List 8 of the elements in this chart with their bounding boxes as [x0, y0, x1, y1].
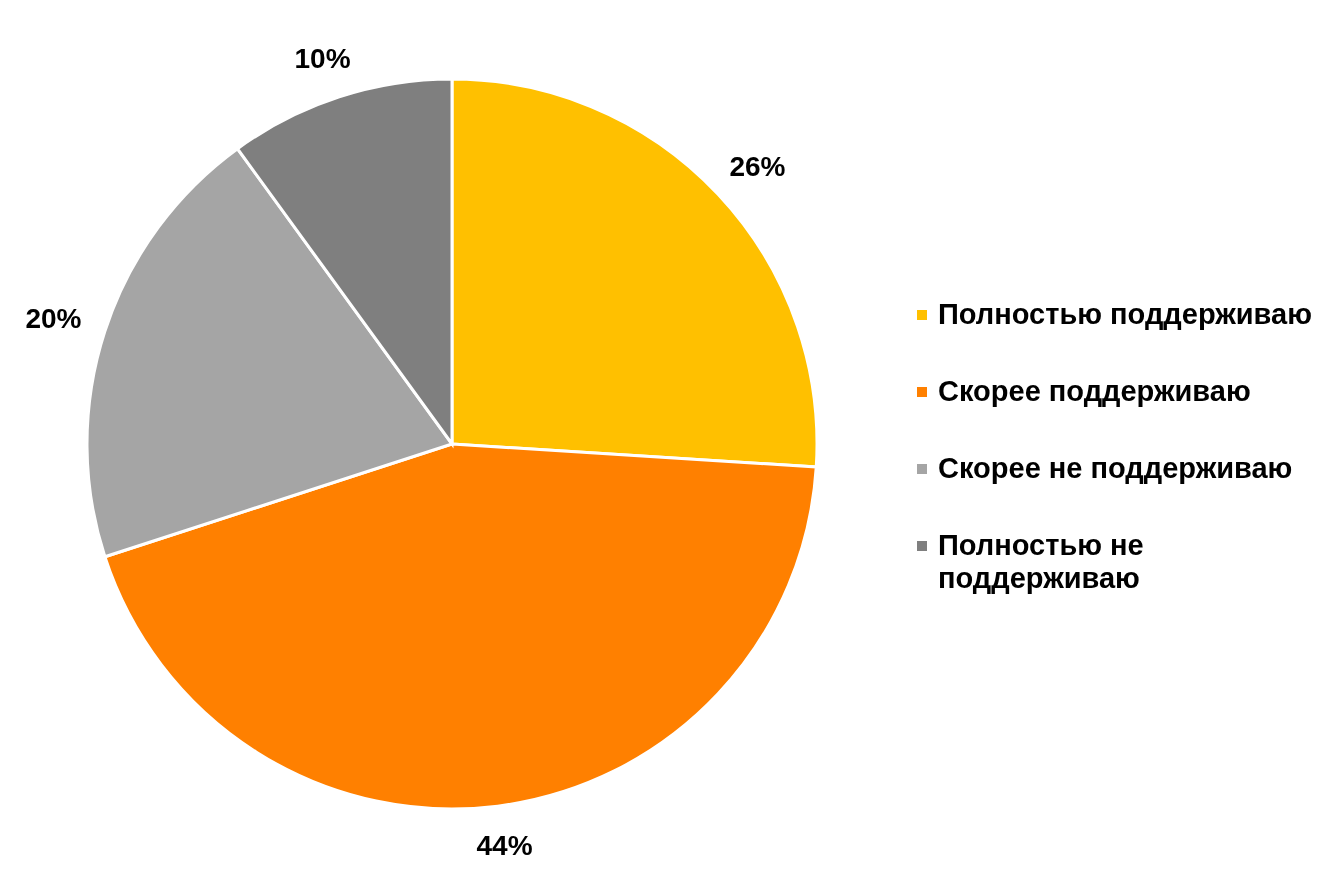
legend-label: Скорее поддерживаю — [938, 375, 1251, 408]
legend-label: Полностью не поддерживаю — [938, 529, 1145, 595]
data-label: 10% — [294, 43, 351, 75]
data-label: 26% — [729, 151, 786, 183]
legend-label: Скорее не поддерживаю — [938, 452, 1293, 485]
legend-label: Полностью поддерживаю — [938, 298, 1312, 331]
data-label: 44% — [476, 830, 533, 862]
data-label: 20% — [25, 303, 82, 335]
